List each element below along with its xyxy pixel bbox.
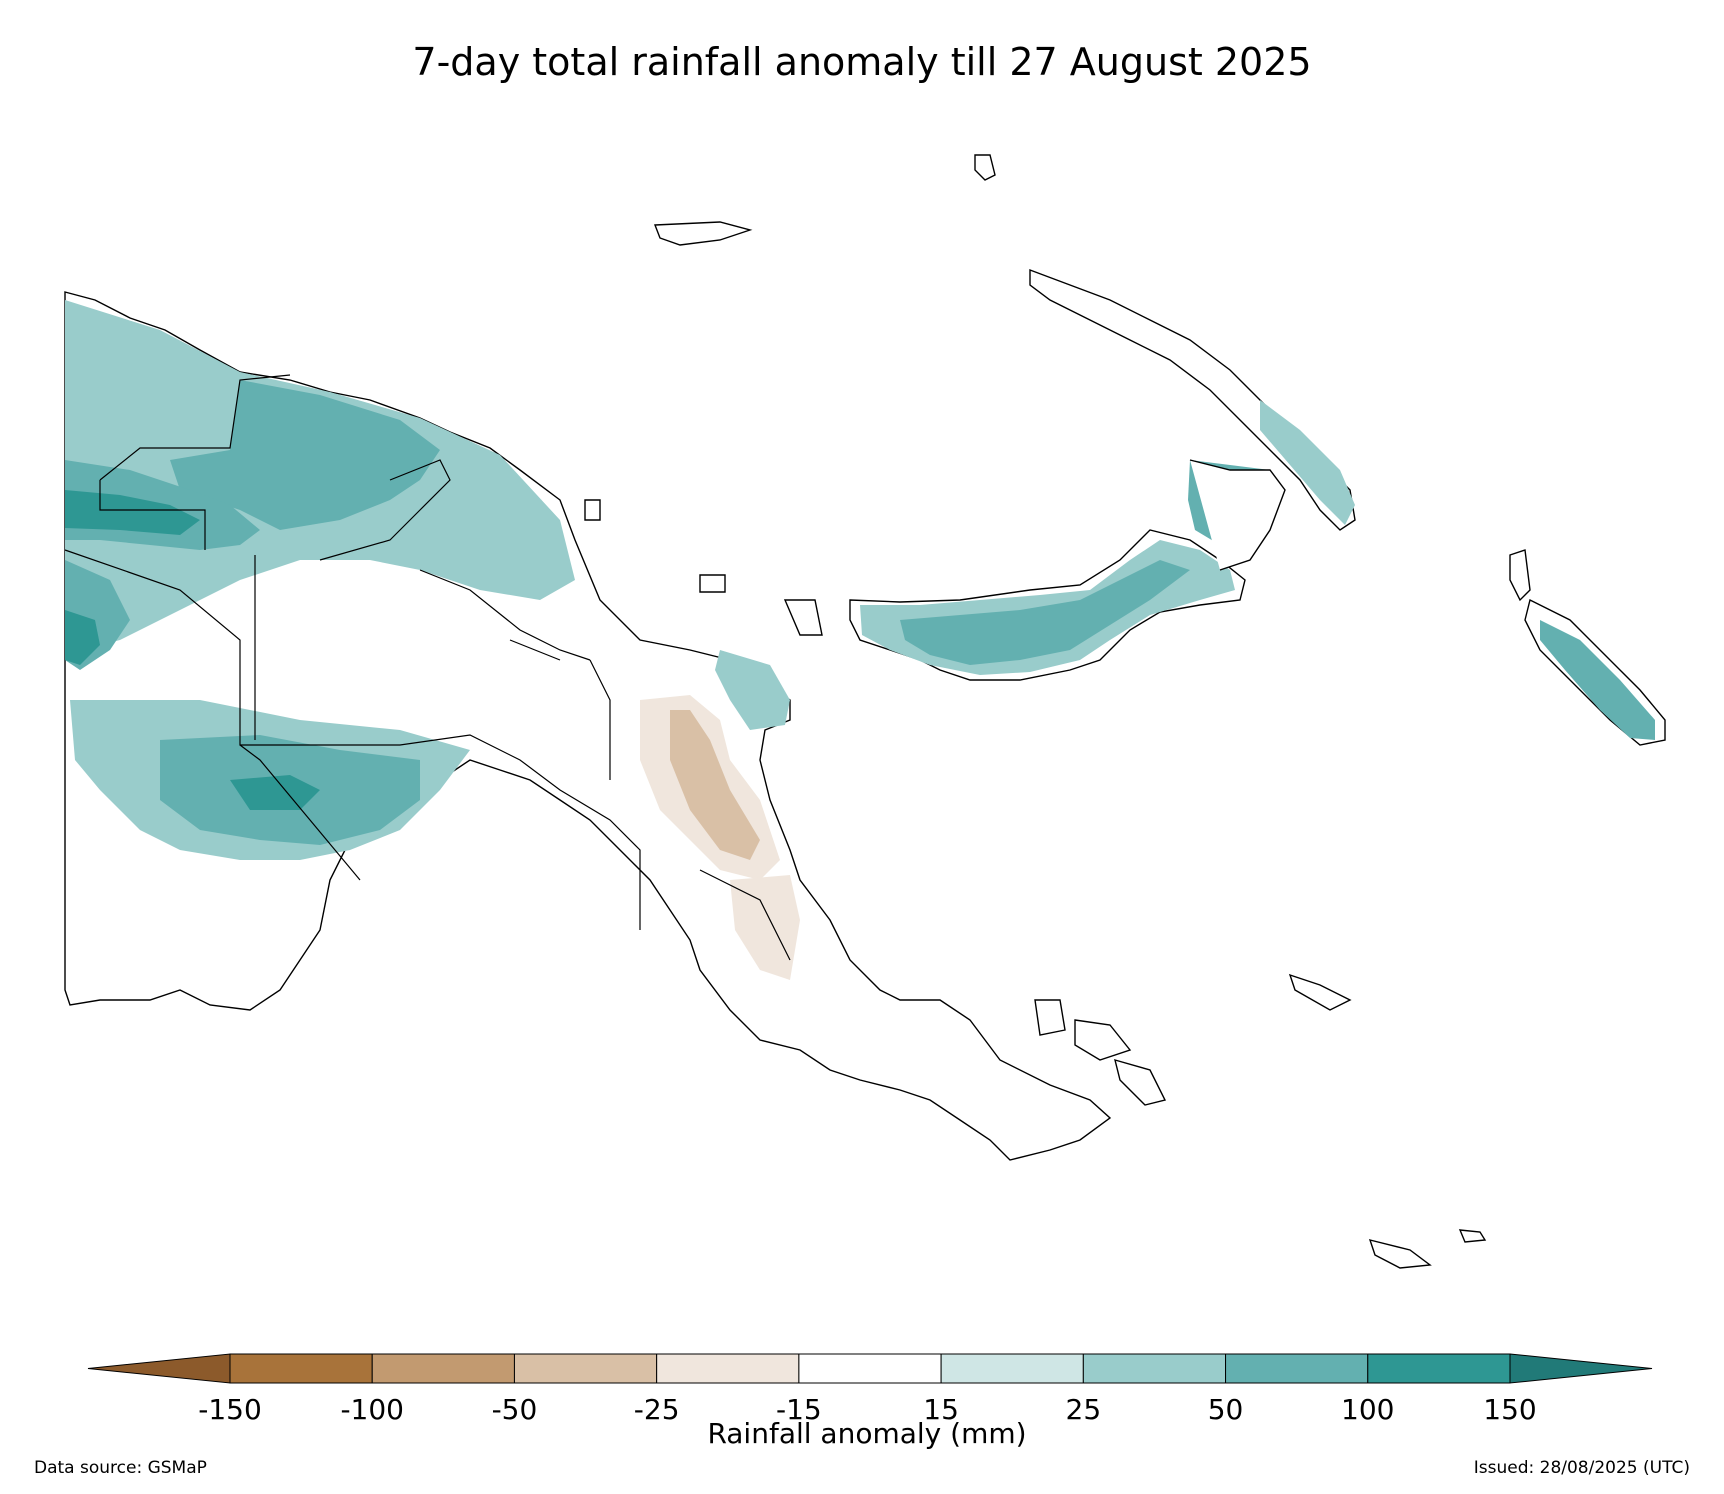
data-source-note: Data source: GSMaP: [34, 1458, 207, 1478]
colorbar-extend-high: [1509, 1353, 1653, 1384]
province-borders: [64, 374, 791, 961]
northern-islet-3: [783, 599, 823, 636]
anomaly-zone-50-100-north: [170, 380, 440, 530]
colorbar-tick-label: 50: [1208, 1393, 1244, 1426]
colorbar-bin: [229, 1353, 373, 1384]
sudest-island: [1458, 1229, 1487, 1243]
anomaly-zone-neg15-25-south: [730, 875, 800, 980]
colorbar-tick-label: 150: [1483, 1393, 1536, 1426]
colorbar-tick-label: -15: [776, 1393, 822, 1426]
colorbar-bin: [1225, 1353, 1369, 1384]
buka-island: [1509, 549, 1531, 602]
manus-island: [653, 221, 753, 246]
colorbar-bin: [656, 1353, 800, 1384]
northern-islet-1: [584, 499, 601, 521]
fergusson-island: [1074, 1019, 1132, 1061]
anomaly-zone-100-150-southwest: [65, 610, 100, 665]
colorbar-tick-label: 100: [1341, 1393, 1394, 1426]
colorbar-bin: [798, 1353, 942, 1384]
issued-date: Issued: 28/08/2025 (UTC): [1473, 1458, 1690, 1478]
colorbar-bin: [940, 1353, 1084, 1384]
colorbar-bin: [513, 1353, 658, 1384]
gazelle-peninsula-outline: [1189, 459, 1286, 571]
colorbar-tick-label: -50: [492, 1393, 538, 1426]
colorbar-tick-label: 25: [1066, 1393, 1102, 1426]
colorbar-bin: [1367, 1353, 1511, 1384]
colorbar-label: Rainfall anomaly (mm): [707, 1417, 1026, 1450]
colorbar-tick-label: -25: [634, 1393, 680, 1426]
new-ireland-island: [1029, 268, 1356, 531]
normanby-island: [1114, 1058, 1167, 1106]
colorbar-tick-label: -100: [340, 1393, 404, 1426]
rossel-island: [1368, 1239, 1432, 1269]
colorbar-extend-low: [87, 1353, 231, 1384]
map-title: 7-day total rainfall anomaly till 27 Aug…: [412, 40, 1312, 84]
goodenough-island: [1034, 999, 1066, 1036]
trobriand-island: [1288, 973, 1352, 1011]
colorbar-tick-label: -150: [198, 1393, 262, 1426]
colorbar-tick-label: 15: [923, 1393, 959, 1426]
anomaly-zone-50-100-new-britain: [900, 560, 1190, 665]
rainfall-anomaly-map: [64, 154, 1666, 1269]
northern-islet-2: [699, 574, 726, 593]
colorbar-bin: [371, 1353, 515, 1384]
mussau-island: [974, 154, 996, 181]
anomaly-zone-50-100-bougainville: [1540, 620, 1655, 740]
anomaly-zone-100-150-south: [230, 775, 320, 810]
anomaly-zone-25-50-new-ireland: [1260, 400, 1355, 525]
anomaly-zone-100-150-west: [65, 490, 200, 535]
anomaly-zone-25-50-east-coast: [715, 650, 790, 730]
colorbar-bin: [1082, 1353, 1227, 1384]
anomaly-zone-neg25-50: [670, 710, 760, 860]
